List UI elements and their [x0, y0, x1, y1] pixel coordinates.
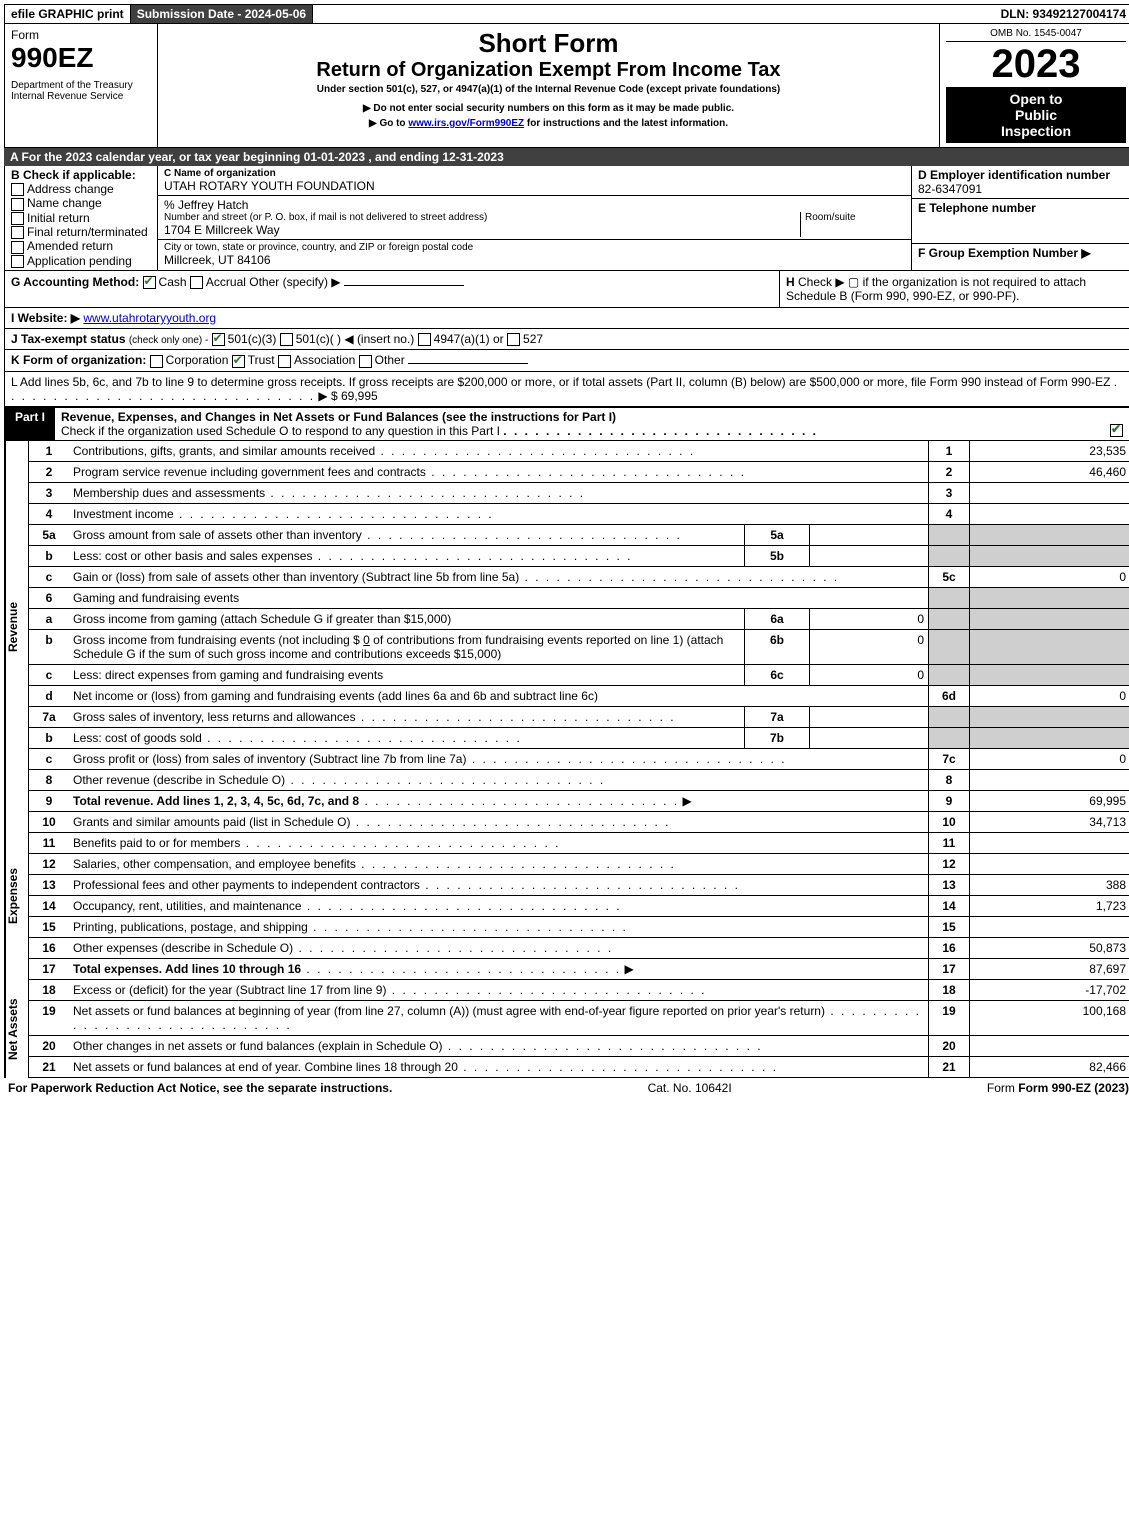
dept-label: Department of the Treasury [11, 80, 151, 91]
line-16-value: 50,873 [969, 938, 1129, 958]
org-name: UTAH ROTARY YOUTH FOUNDATION [164, 179, 905, 193]
checkbox-name-change[interactable] [11, 198, 24, 211]
line-8-value [969, 770, 1129, 790]
line-9-value: 69,995 [969, 791, 1129, 811]
section-h-text: Check ▶ ▢ if the organization is not req… [786, 275, 1086, 303]
form-header: Form 990EZ Department of the Treasury In… [4, 24, 1129, 148]
goto-line: ▶ Go to www.irs.gov/Form990EZ for instru… [164, 118, 933, 129]
omb-number: OMB No. 1545-0047 [946, 28, 1126, 42]
room-label: Room/suite [805, 212, 905, 223]
website-link[interactable]: www.utahrotaryyouth.org [83, 311, 216, 325]
street-label: Number and street (or P. O. box, if mail… [164, 212, 800, 223]
line-18-value: -17,702 [969, 980, 1129, 1000]
line-21-value: 82,466 [969, 1057, 1129, 1077]
checkbox-schedule-o[interactable] [1110, 424, 1123, 437]
ssn-warning: ▶ Do not enter social security numbers o… [164, 103, 933, 114]
section-e-label: E Telephone number [918, 201, 1126, 215]
irs-link[interactable]: www.irs.gov/Form990EZ [408, 118, 524, 129]
checkbox-initial-return[interactable] [11, 212, 24, 225]
line-11-value [969, 833, 1129, 853]
line-3-value [969, 483, 1129, 503]
care-of: % Jeffrey Hatch [164, 198, 905, 212]
line-2-value: 46,460 [969, 462, 1129, 482]
line-7c-value: 0 [969, 749, 1129, 769]
part-1-header: Part I Revenue, Expenses, and Changes in… [4, 407, 1129, 441]
line-19-value: 100,168 [969, 1001, 1129, 1035]
main-title: Return of Organization Exempt From Incom… [164, 59, 933, 82]
street-value: 1704 E Millcreek Way [164, 223, 800, 237]
checkbox-application-pending[interactable] [11, 255, 24, 268]
line-10-value: 34,713 [969, 812, 1129, 832]
revenue-side-label: Revenue [5, 441, 28, 812]
checkbox-amended-return[interactable] [11, 241, 24, 254]
checkbox-trust[interactable] [232, 355, 245, 368]
other-specify: Other (specify) ▶ [249, 275, 340, 289]
checkbox-association[interactable] [278, 355, 291, 368]
line-15-value [969, 917, 1129, 937]
city-label: City or town, state or province, country… [164, 242, 905, 253]
info-block: B Check if applicable: Address change Na… [4, 166, 1129, 271]
tax-year: 2023 [946, 42, 1126, 87]
section-h-label: H [786, 275, 795, 289]
gross-receipts-value: 69,995 [341, 389, 378, 403]
checkbox-501c[interactable] [280, 333, 293, 346]
ein-value: 82-6347091 [918, 182, 1126, 196]
subtitle: Under section 501(c), 527, or 4947(a)(1)… [164, 84, 933, 95]
section-l-text: L Add lines 5b, 6c, and 7b to line 9 to … [11, 375, 1110, 389]
checkbox-cash[interactable] [143, 276, 156, 289]
line-12-value [969, 854, 1129, 874]
page-footer: For Paperwork Reduction Act Notice, see … [4, 1078, 1129, 1098]
line-5c-value: 0 [969, 567, 1129, 587]
section-g-label: G Accounting Method: [11, 275, 139, 289]
checkbox-address-change[interactable] [11, 183, 24, 196]
line-6d-value: 0 [969, 686, 1129, 706]
line-13-value: 388 [969, 875, 1129, 895]
short-form-title: Short Form [164, 28, 933, 59]
line-20-value [969, 1036, 1129, 1056]
section-j-label: J Tax-exempt status [11, 332, 126, 346]
section-a-bar: A For the 2023 calendar year, or tax yea… [4, 148, 1129, 166]
checkbox-accrual[interactable] [190, 276, 203, 289]
line-17-value: 87,697 [969, 959, 1129, 979]
efile-label: efile GRAPHIC print [5, 5, 131, 23]
section-i-label: I Website: ▶ [11, 311, 80, 325]
checkbox-corporation[interactable] [150, 355, 163, 368]
expenses-side-label: Expenses [5, 812, 28, 980]
section-f-label: F Group Exemption Number ▶ [918, 246, 1126, 260]
dln-label: DLN: 93492127004174 [995, 5, 1129, 23]
checkbox-4947[interactable] [418, 333, 431, 346]
part-1-tab: Part I [5, 408, 55, 440]
netassets-side-label: Net Assets [5, 980, 28, 1078]
line-4-value [969, 504, 1129, 524]
line-1-value: 23,535 [969, 441, 1129, 461]
checkbox-final-return[interactable] [11, 226, 24, 239]
city-value: Millcreek, UT 84106 [164, 253, 905, 267]
form-number: 990EZ [11, 42, 151, 74]
checkbox-527[interactable] [507, 333, 520, 346]
submission-date-button[interactable]: Submission Date - 2024-05-06 [131, 5, 313, 23]
checkbox-other-org[interactable] [359, 355, 372, 368]
top-bar: efile GRAPHIC print Submission Date - 20… [4, 4, 1129, 24]
section-b-label: B Check if applicable: [11, 168, 151, 182]
section-c-label: C Name of organization [164, 168, 905, 179]
irs-label: Internal Revenue Service [11, 91, 151, 102]
line-14-value: 1,723 [969, 896, 1129, 916]
open-to-public-box: Open toPublicInspection [946, 87, 1126, 143]
section-k-label: K Form of organization: [11, 353, 146, 367]
section-d-label: D Employer identification number [918, 168, 1126, 182]
form-word: Form [11, 28, 151, 42]
checkbox-501c3[interactable] [212, 333, 225, 346]
